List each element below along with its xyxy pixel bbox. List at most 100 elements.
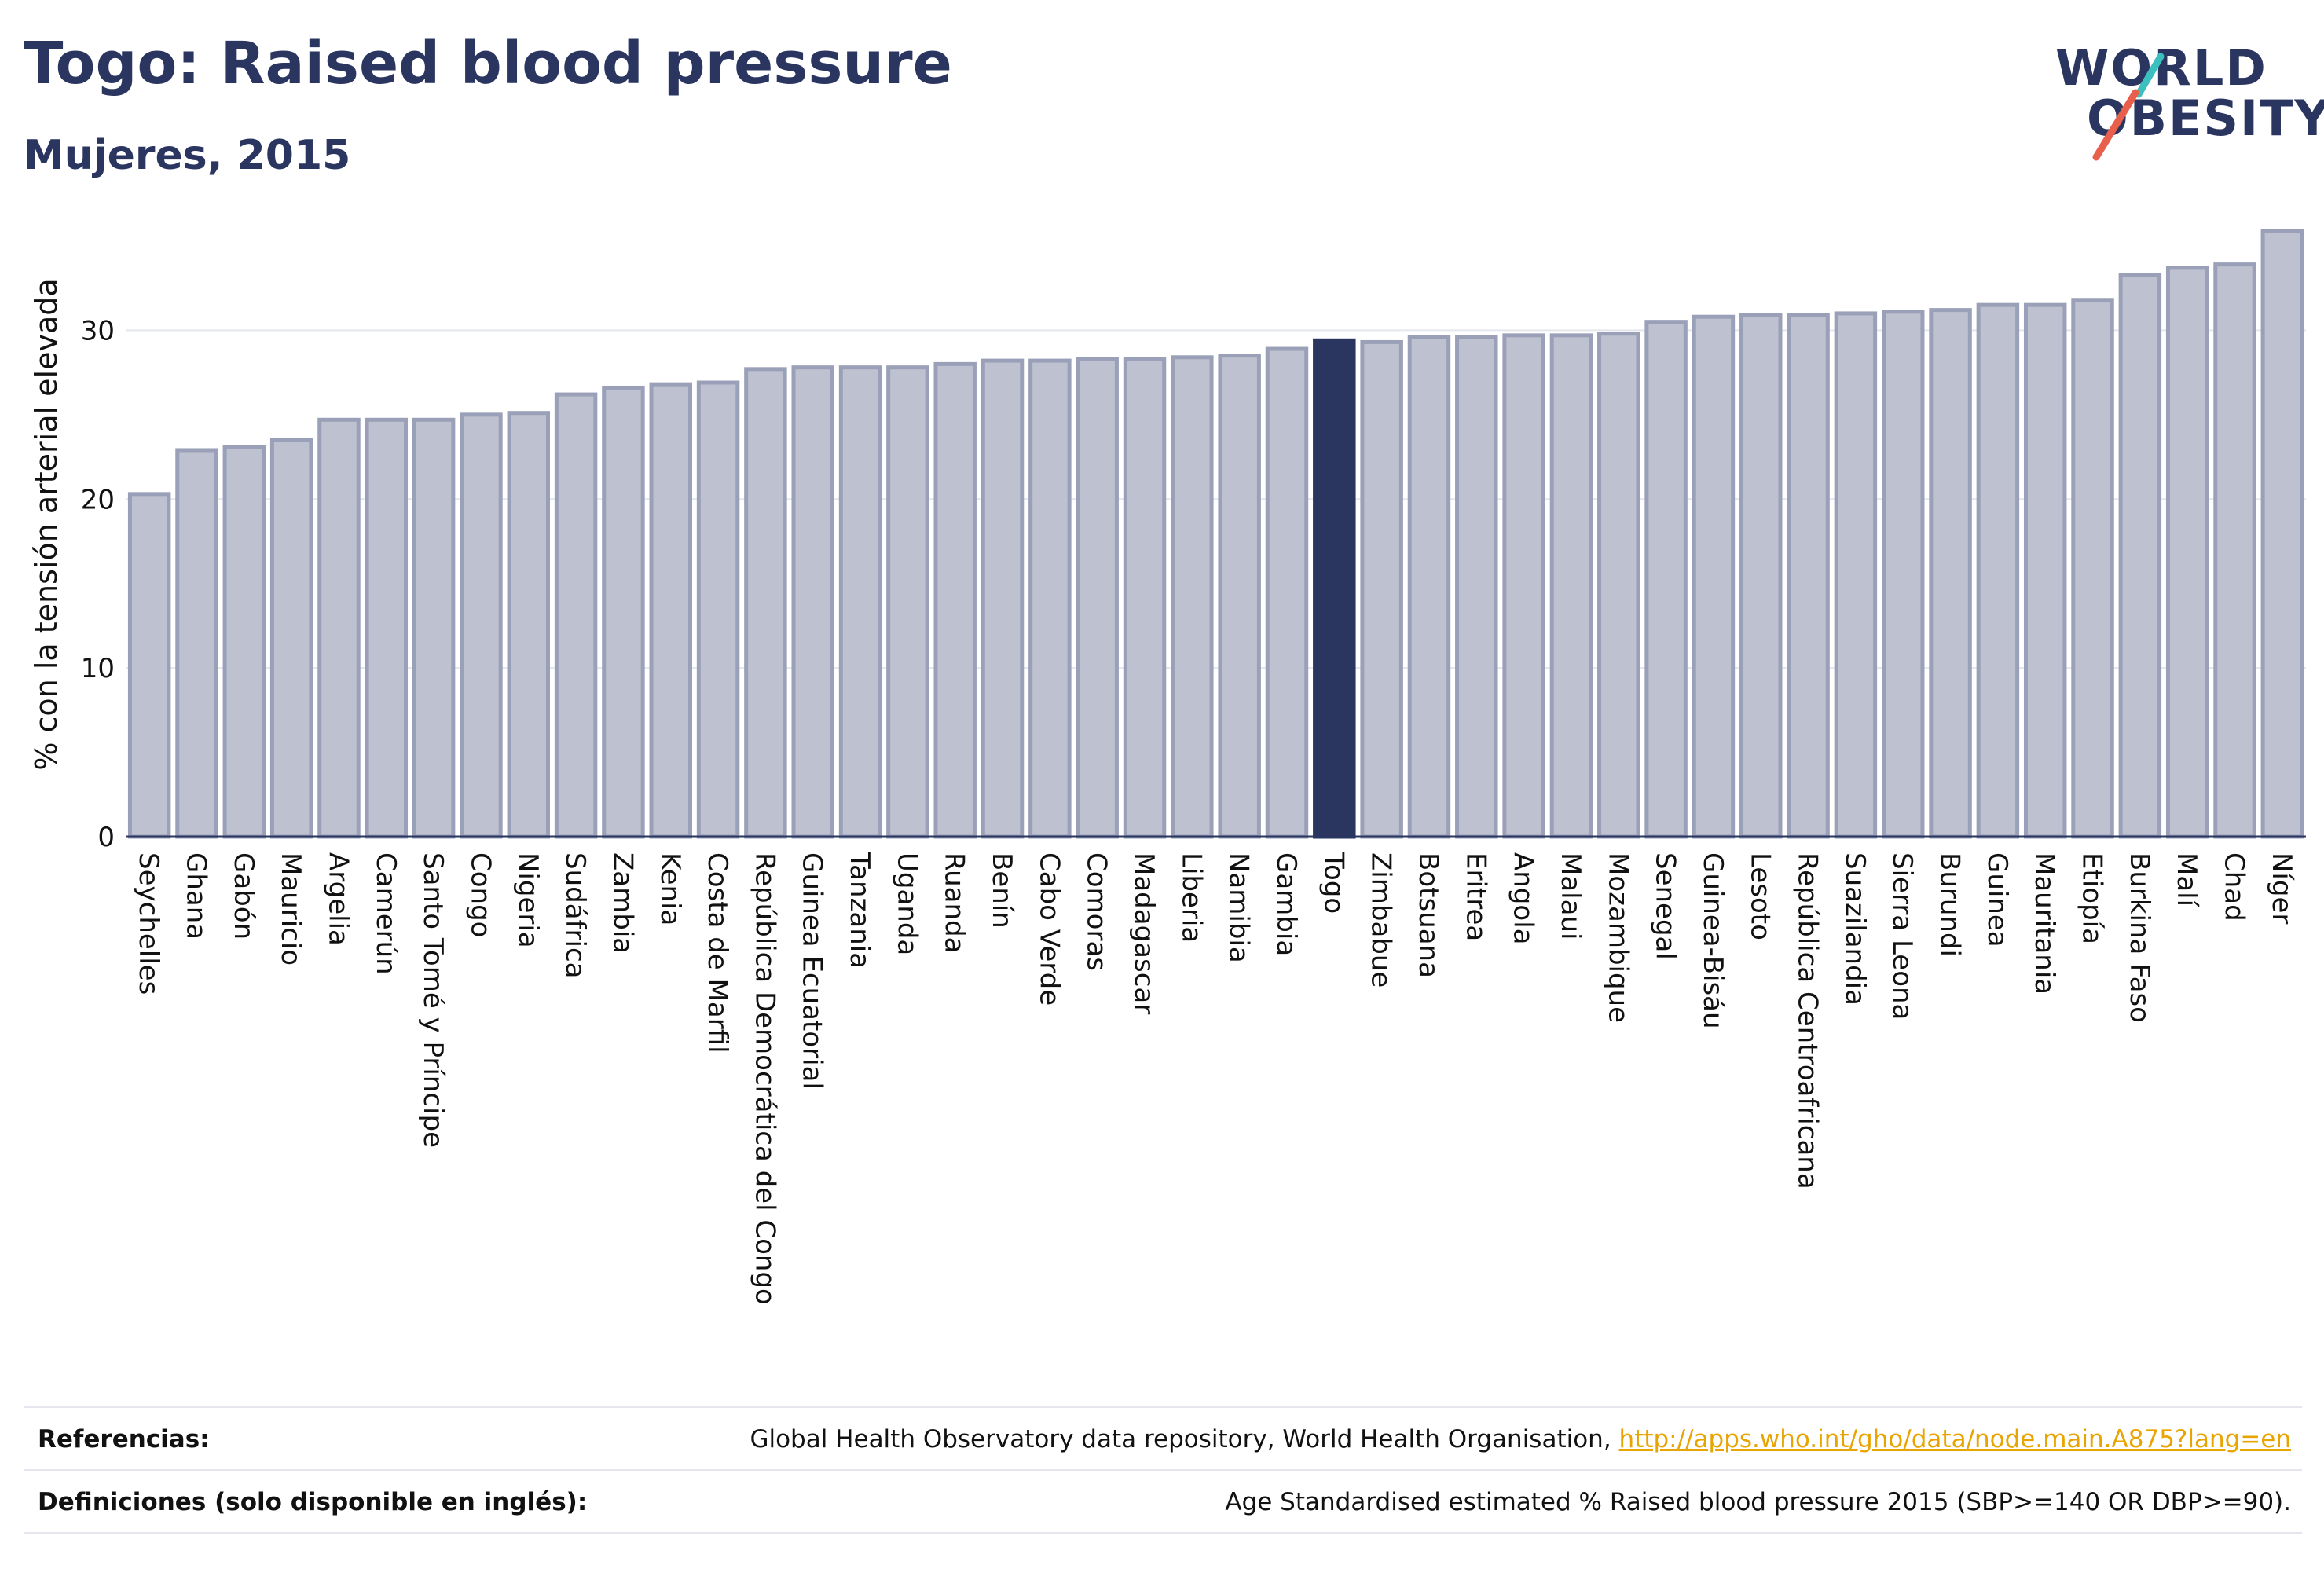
category-label: Cabo Verde: [1033, 852, 1065, 1006]
category-label: República Centroafricana: [1792, 852, 1824, 1189]
category-label: Burundi: [1934, 852, 1966, 957]
category-label: Congo: [464, 852, 496, 937]
category-label: Ruanda: [939, 852, 970, 953]
bar-lesoto[interactable]: [1739, 313, 1783, 839]
y-axis-label: % con la tensión arterial elevada: [29, 278, 64, 770]
bar-seychelles[interactable]: [127, 492, 171, 839]
chart-subtitle: Mujeres, 2015: [24, 132, 351, 179]
bar-liberia[interactable]: [1171, 355, 1214, 839]
category-label: República Democrática del Congo: [749, 852, 780, 1305]
category-label: Gambia: [1270, 852, 1302, 956]
bars: [127, 229, 2304, 839]
bar-chart: 0 10 20 30 Seychelles Ghana Gabón Mauricio Arge…: [29, 229, 2306, 1305]
y-tick-label: 20: [81, 484, 115, 515]
bar-kenia[interactable]: [649, 382, 692, 839]
category-label: Guinea: [1981, 852, 2013, 947]
bar-costa-de-marfil[interactable]: [696, 380, 740, 839]
category-label: Botsuana: [1413, 852, 1444, 978]
bar-burundi[interactable]: [1929, 308, 1972, 839]
category-label: Liberia: [1175, 852, 1207, 943]
category-label: Nigeria: [512, 852, 544, 948]
category-label: Argelia: [322, 852, 354, 946]
bar-argelia[interactable]: [317, 417, 361, 839]
category-label: Kenia: [654, 852, 686, 925]
definitions-label: Definiciones (solo disponible en inglés)…: [38, 1488, 588, 1516]
bar-guinea-bis-u[interactable]: [1692, 314, 1736, 839]
bar-eritrea[interactable]: [1455, 335, 1498, 839]
category-label: Togo: [1318, 852, 1349, 914]
bar-zimbabue[interactable]: [1360, 339, 1403, 839]
bar-suazilandia[interactable]: [1834, 311, 1878, 839]
bar-santo-tom-y-pr-ncipe[interactable]: [412, 417, 456, 839]
bar-sierra-leona[interactable]: [1881, 310, 1925, 839]
category-label: Eritrea: [1460, 852, 1491, 941]
category-label: Guinea Ecuatorial: [797, 852, 828, 1090]
bar-guinea-ecuatorial[interactable]: [791, 365, 834, 839]
references-row: Referencias: Global Health Observatory d…: [24, 1406, 2302, 1469]
category-label: Suazilandia: [1839, 852, 1871, 1006]
category-label: Benín: [986, 852, 1017, 929]
definitions-row: Definiciones (solo disponible en inglés)…: [24, 1469, 2302, 1534]
category-label: Uganda: [891, 852, 922, 955]
bar-tanzania[interactable]: [838, 365, 882, 839]
bar-gab-n[interactable]: [222, 445, 266, 839]
bar-etiop-a[interactable]: [2071, 298, 2114, 839]
category-label: Ghana: [180, 852, 211, 940]
category-label: Camerún: [370, 852, 401, 975]
category-label: Zambia: [607, 852, 638, 954]
category-label: Mauritania: [2029, 852, 2060, 995]
bar-malaui[interactable]: [1549, 333, 1593, 839]
category-label: Seychelles: [133, 852, 164, 995]
bar-mauricio[interactable]: [269, 438, 313, 839]
category-label: Malí: [2171, 852, 2202, 908]
bar-camer-n[interactable]: [365, 417, 409, 839]
bar-congo[interactable]: [460, 412, 503, 839]
category-label: Etiopía: [2077, 852, 2108, 944]
bar-cabo-verde[interactable]: [1028, 358, 1072, 839]
bar-mauritania[interactable]: [2023, 302, 2067, 839]
category-label: Santo Tomé y Príncipe: [417, 852, 449, 1148]
category-label: Madagascar: [1128, 852, 1160, 1014]
bar-sud-frica[interactable]: [554, 392, 598, 839]
bar-rep-blica-democr-tica-del-congo[interactable]: [744, 367, 787, 839]
y-tick-label: 0: [97, 822, 115, 853]
bar-burkina-faso[interactable]: [2118, 273, 2162, 839]
category-label: Burkina Faso: [2124, 852, 2155, 1023]
bar-senegal[interactable]: [1644, 320, 1688, 839]
bar-guinea[interactable]: [1976, 302, 2020, 839]
category-label: Namibia: [1223, 852, 1255, 963]
definitions-value: Age Standardised estimated % Raised bloo…: [1225, 1488, 2291, 1516]
bar-mal-[interactable]: [2165, 266, 2209, 839]
category-label: Sierra Leona: [1886, 852, 1918, 1020]
world-obesity-logo[interactable]: WORLD OBESITY: [2043, 31, 2324, 169]
bar-madagascar[interactable]: [1123, 357, 1167, 839]
bar-n-ger[interactable]: [2260, 229, 2304, 839]
bar-ruanda[interactable]: [933, 361, 977, 839]
bar-togo[interactable]: [1313, 338, 1356, 839]
bar-comoras[interactable]: [1076, 357, 1119, 839]
bar-nigeria[interactable]: [507, 411, 551, 839]
bar-gambia[interactable]: [1265, 346, 1309, 839]
category-label: Chad: [2219, 852, 2250, 922]
category-label: Lesoto: [1744, 852, 1776, 940]
bar-ben-n[interactable]: [981, 358, 1025, 839]
category-label: Zimbabue: [1365, 852, 1397, 988]
bar-uganda[interactable]: [886, 365, 929, 839]
bar-angola[interactable]: [1502, 333, 1545, 839]
category-label: Mozambique: [1602, 852, 1633, 1023]
bar-rep-blica-centroafricana[interactable]: [1787, 313, 1830, 839]
bar-mozambique[interactable]: [1597, 332, 1640, 839]
category-label: Guinea-Bisáu: [1697, 852, 1728, 1029]
bar-ghana[interactable]: [175, 448, 218, 839]
bar-botsuana[interactable]: [1407, 335, 1451, 839]
category-labels: Seychelles Ghana Gabón Mauricio Argelia Camer…: [133, 852, 2297, 1305]
references-link[interactable]: http://apps.who.int/gho/data/node.main.A…: [1618, 1425, 2291, 1453]
y-tick-label: 10: [81, 653, 115, 684]
y-tick-label: 30: [81, 315, 115, 346]
category-label: Malaui: [1555, 852, 1586, 940]
bar-namibia[interactable]: [1218, 354, 1261, 839]
bar-chad[interactable]: [2213, 262, 2256, 839]
logo-slash-icon: [2092, 53, 2165, 161]
category-label: Níger: [2266, 852, 2297, 924]
bar-zambia[interactable]: [602, 385, 645, 839]
